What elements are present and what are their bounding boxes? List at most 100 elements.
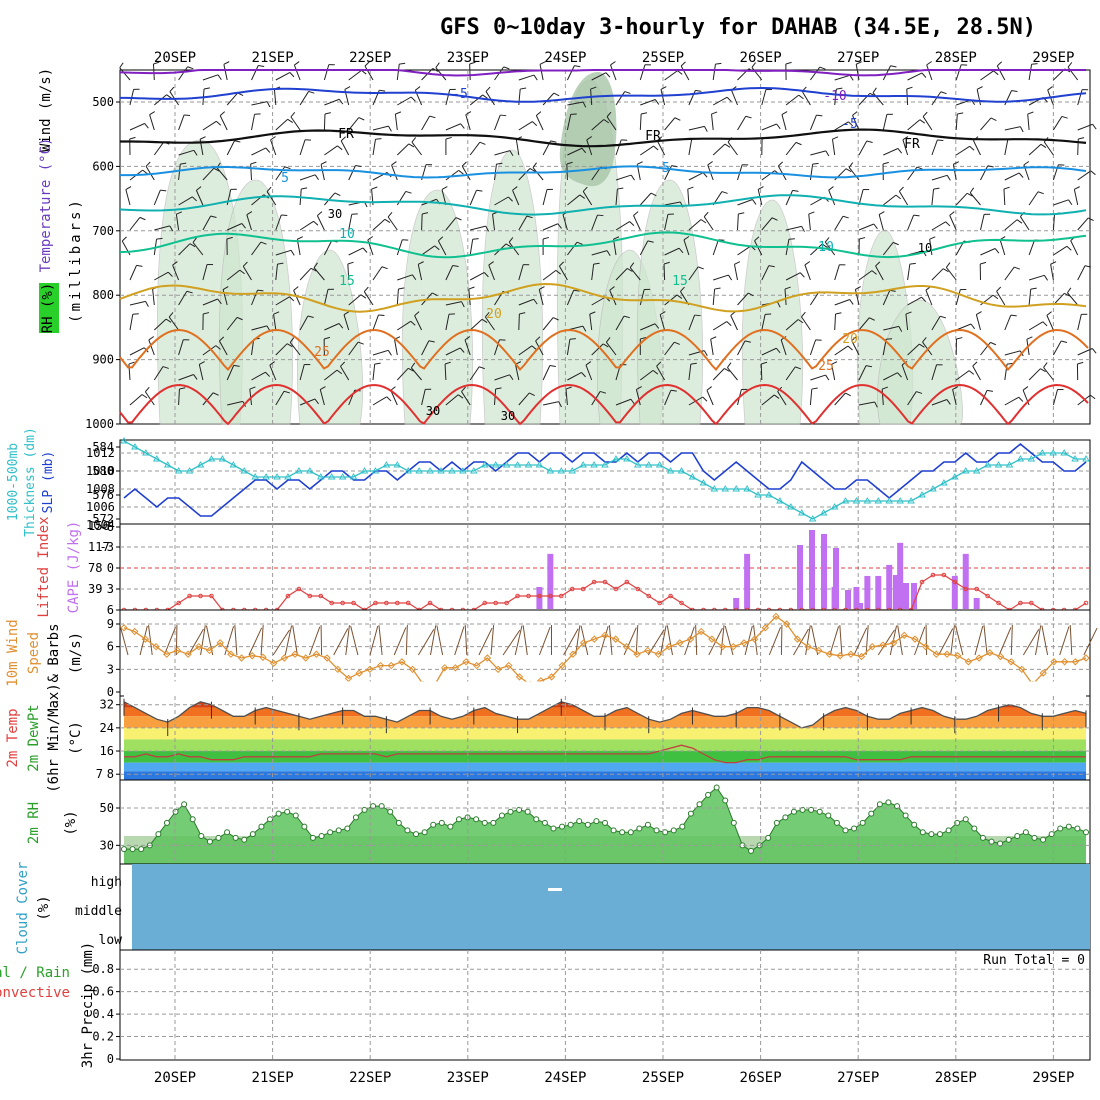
wind-barb-flag — [538, 286, 545, 290]
wind-barb-flag — [926, 61, 932, 66]
wind-barb-flag — [605, 72, 611, 78]
wind-barb — [320, 164, 325, 181]
cloud-fill — [132, 864, 1090, 950]
wind-barb-flag — [1084, 265, 1091, 268]
surface-barb — [430, 625, 437, 656]
rh2m-point — [404, 827, 411, 834]
wind-barb-flag — [851, 336, 857, 342]
wind-barb-flag — [582, 186, 588, 192]
wind-barb-flag — [700, 219, 707, 224]
li-point — [974, 586, 979, 592]
wind-point — [237, 654, 246, 662]
contour-label: 20 — [486, 307, 502, 322]
wind-barb-flag — [710, 336, 717, 340]
wind-barb-flag — [203, 312, 210, 315]
wind-barb-flag — [654, 99, 660, 105]
wind-barb — [469, 366, 480, 381]
wind-barb — [609, 290, 617, 306]
wind-barb — [858, 401, 875, 406]
wind-barb — [178, 196, 193, 206]
wind-barb-flag — [459, 347, 465, 353]
y-tick-label: 3 — [107, 582, 114, 596]
thickness-point — [360, 467, 369, 474]
slp-right-tick: 1004 — [86, 518, 115, 532]
wind-barb — [178, 114, 185, 131]
surface-barb — [188, 628, 204, 656]
wind-barb — [664, 247, 680, 256]
thickness-point — [437, 467, 445, 474]
wind-point — [1050, 658, 1058, 666]
surface-barb — [345, 625, 350, 656]
wind-barb — [567, 194, 581, 206]
wind-barb-flag — [307, 315, 314, 318]
wind-barb — [664, 165, 673, 181]
wind-barb-flag — [585, 361, 592, 366]
wind-barb — [154, 271, 169, 281]
wind-barb-flag — [921, 72, 927, 78]
wind-barb-flag — [845, 168, 852, 173]
surface-barb — [200, 625, 206, 656]
rh2m-point — [1065, 823, 1072, 830]
wind-barb-flag — [294, 61, 300, 66]
wind-barb — [518, 215, 528, 231]
wind-barb — [152, 63, 155, 81]
wind-barb-flag — [1092, 123, 1097, 130]
wind-barb-flag — [847, 345, 853, 351]
wind-barb — [980, 70, 994, 81]
rh2m-point — [653, 827, 660, 834]
wind-barb-flag — [142, 169, 148, 175]
rh2m-point — [275, 810, 282, 817]
wind-barb-flag — [160, 189, 167, 192]
y-tick-label: 580 — [92, 464, 114, 478]
contour-label: 30 — [501, 409, 515, 423]
wind-point — [793, 635, 802, 643]
wind-barb-flag — [859, 237, 866, 240]
wind-path — [123, 615, 1087, 687]
wind-barb-flag — [856, 61, 862, 65]
wind-barb-flag — [600, 390, 607, 394]
surface-barb — [744, 625, 753, 656]
wind-barb-flag — [969, 145, 975, 151]
wind-barb-flag — [724, 368, 730, 372]
thickness-point — [644, 461, 653, 468]
thickness-point — [940, 479, 948, 486]
wind-barb — [227, 400, 243, 406]
wind-barb — [591, 296, 606, 306]
wind-barb-flag — [531, 345, 537, 351]
wind-barb — [615, 221, 630, 231]
thickness-point — [1049, 449, 1057, 456]
y-label-temperature: Temperature (°C) — [38, 138, 54, 273]
wind-barb-flag — [933, 187, 940, 190]
wind-barb-flag — [683, 236, 690, 241]
wind-barb — [713, 274, 729, 281]
wind-point — [269, 659, 278, 667]
wind-barb — [154, 225, 170, 231]
wind-barb — [1028, 143, 1042, 156]
thickness-point — [787, 503, 795, 510]
thickness-point — [896, 497, 904, 504]
thickness-point — [153, 455, 161, 462]
rh2m-point — [576, 818, 583, 825]
wind-barb-flag — [987, 165, 994, 168]
wind-barb — [178, 149, 195, 156]
wind-barb-flag — [384, 218, 391, 223]
wind-barb-flag — [653, 145, 659, 151]
wind-barb — [372, 396, 387, 406]
wind-point — [943, 650, 951, 658]
contour-loop — [119, 383, 1089, 426]
wind-point — [847, 650, 855, 658]
precip-grid — [120, 950, 1090, 1060]
wind-barb — [226, 269, 241, 281]
wind-barb-flag — [386, 396, 392, 402]
wind-barb-flag — [509, 150, 514, 156]
li-point — [296, 586, 302, 592]
cape-bar — [833, 548, 839, 609]
wind-barb — [324, 192, 336, 206]
wind-barb — [663, 263, 666, 281]
wind-barb-flag — [799, 272, 805, 278]
wind-barb — [192, 242, 204, 256]
wind-barb-flag — [270, 136, 276, 141]
